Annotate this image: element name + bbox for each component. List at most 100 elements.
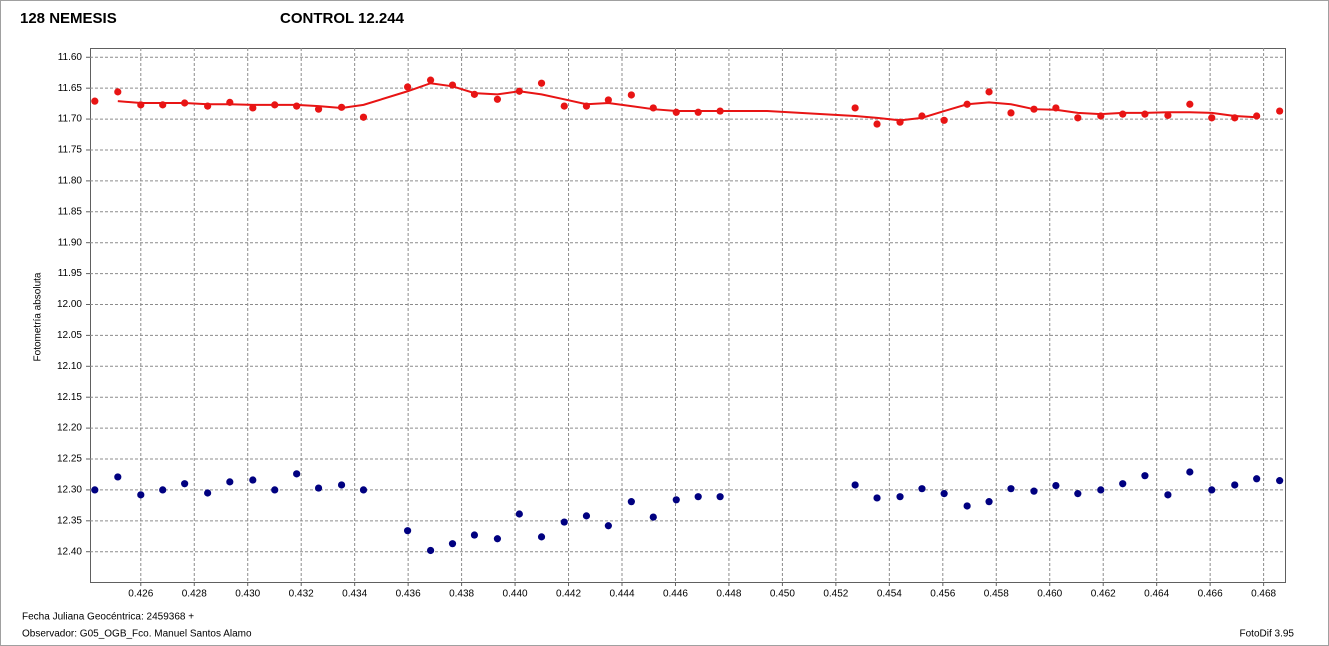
x-tick-label: 0.464 [1144, 589, 1169, 600]
data-point [1276, 477, 1284, 485]
data-point [918, 485, 926, 493]
data-point [649, 104, 657, 112]
x-tick-label: 0.436 [396, 589, 421, 600]
data-point [1208, 486, 1216, 494]
data-point [1097, 112, 1105, 120]
data-point [582, 512, 591, 520]
data-point [204, 489, 212, 497]
data-point [1119, 110, 1127, 118]
x-tick-label: 0.438 [449, 589, 474, 600]
y-tick-label: 11.60 [58, 52, 83, 63]
data-point [1074, 490, 1082, 498]
data-point [985, 498, 993, 506]
data-point [604, 96, 612, 104]
x-tick-label: 0.444 [609, 589, 634, 600]
data-point [181, 480, 189, 488]
data-point [560, 518, 568, 526]
data-point [337, 481, 346, 489]
data-point [493, 535, 502, 543]
data-point [985, 88, 993, 96]
y-tick-label: 12.30 [57, 485, 82, 496]
data-point [716, 107, 724, 115]
data-point [403, 83, 412, 91]
data-point [1164, 491, 1172, 499]
x-tick-label: 0.448 [716, 589, 741, 600]
y-tick-label: 12.05 [57, 330, 82, 341]
x-tick-label: 0.458 [984, 589, 1009, 600]
data-point [204, 102, 212, 110]
data-point [582, 102, 591, 110]
data-point [271, 486, 279, 494]
x-tick-label: 0.434 [342, 589, 367, 600]
data-point [470, 531, 479, 539]
data-point [940, 490, 948, 498]
data-point [963, 100, 971, 108]
y-tick-label: 11.75 [58, 145, 83, 156]
data-point [963, 502, 971, 510]
data-point [426, 546, 435, 555]
y-tick-label: 11.80 [58, 176, 83, 187]
x-tick-label: 0.466 [1198, 589, 1223, 600]
data-point [226, 98, 234, 106]
x-axis-label: Fecha Juliana Geocéntrica: 2459368 + [22, 612, 194, 623]
data-point [249, 104, 257, 112]
data-point [1030, 487, 1038, 495]
chart-title: 128 NEMESIS [20, 10, 117, 27]
y-tick-label: 11.95 [58, 268, 83, 279]
x-tick-label: 0.456 [930, 589, 955, 600]
x-tick-label: 0.452 [823, 589, 848, 600]
data-point [359, 486, 368, 494]
data-point [114, 473, 122, 481]
data-point [1208, 114, 1216, 122]
software-version: FotoDif 3.95 [1240, 629, 1295, 640]
data-point [627, 498, 635, 506]
data-point [918, 112, 926, 120]
x-tick-label: 0.440 [503, 589, 528, 600]
x-tick-label: 0.430 [235, 589, 260, 600]
data-point [537, 533, 546, 541]
data-point [91, 97, 99, 105]
data-point [1231, 481, 1239, 489]
x-tick-label: 0.462 [1091, 589, 1116, 600]
data-point [1052, 481, 1060, 490]
data-point [560, 102, 568, 110]
data-point [694, 108, 702, 116]
data-point [426, 76, 435, 84]
data-point [940, 116, 948, 124]
data-point [1186, 100, 1194, 108]
data-point [114, 88, 122, 96]
x-tick-label: 0.460 [1037, 589, 1062, 600]
y-tick-label: 11.90 [58, 237, 83, 248]
y-tick-label: 11.85 [58, 206, 83, 217]
data-point [896, 118, 904, 126]
y-tick-label: 12.10 [57, 361, 82, 372]
data-point [137, 101, 145, 109]
data-point [1141, 472, 1149, 480]
y-axis-label: Fotometría absoluta [33, 272, 44, 361]
y-tick-label: 11.70 [58, 114, 83, 125]
data-point [1074, 114, 1082, 122]
data-point [293, 470, 301, 478]
data-point [181, 99, 189, 107]
data-point [515, 87, 523, 95]
data-point [159, 101, 167, 109]
data-point [293, 102, 301, 110]
data-point [672, 108, 680, 116]
x-tick-label: 0.442 [556, 589, 581, 600]
x-tick-label: 0.454 [877, 589, 902, 600]
x-tick-label: 0.426 [128, 589, 153, 600]
data-point [851, 104, 859, 112]
y-tick-label: 12.00 [57, 299, 82, 310]
data-point [271, 101, 279, 109]
x-tick-label: 0.446 [663, 589, 688, 600]
data-point [604, 522, 612, 530]
data-point [1164, 111, 1172, 119]
data-point [1253, 475, 1261, 483]
data-point [716, 493, 724, 501]
data-point [1186, 468, 1194, 476]
data-point [403, 527, 412, 535]
y-tick-label: 12.15 [57, 392, 82, 403]
data-point [1007, 109, 1015, 117]
data-point [851, 481, 859, 489]
